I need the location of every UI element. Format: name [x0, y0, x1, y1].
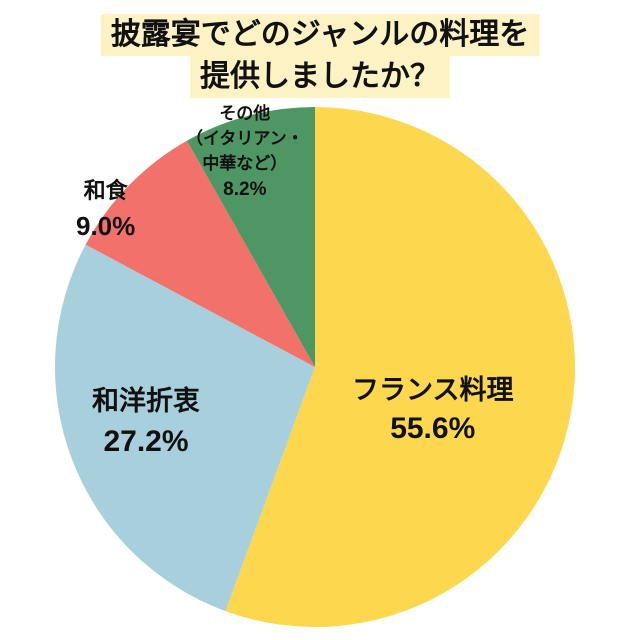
chart-title-line-1: 披露宴でどのジャンルの料理を: [100, 14, 540, 56]
pie-slice-1: [54, 244, 316, 612]
slice-name: 和洋折衷: [92, 386, 200, 417]
slice-label-fusion: 和洋折衷 27.2%: [92, 382, 200, 462]
slice-name-line-2: （イタリアン・: [186, 129, 304, 149]
pie-slice-2: [85, 140, 315, 367]
slice-name-line-1: その他: [219, 104, 271, 124]
slice-label-other: その他 （イタリアン・ 中華など） 8.2%: [186, 102, 304, 202]
slice-label-japanese: 和食 9.0%: [76, 175, 135, 243]
slice-label-french: フランス料理 55.6%: [352, 372, 513, 448]
chart-title-line-2: 提供しましたか？: [190, 56, 450, 98]
pie-slice-3: [186, 107, 315, 367]
slice-name: フランス料理: [352, 375, 514, 406]
pie-slice-0: [225, 107, 576, 627]
slice-percent: 9.0%: [76, 211, 136, 241]
slice-name-line-3: 中華など）: [202, 154, 288, 174]
slice-name: 和食: [83, 179, 128, 204]
slice-percent: 55.6%: [390, 412, 476, 445]
slice-percent: 27.2%: [103, 425, 189, 458]
slice-percent: 8.2%: [223, 179, 267, 200]
